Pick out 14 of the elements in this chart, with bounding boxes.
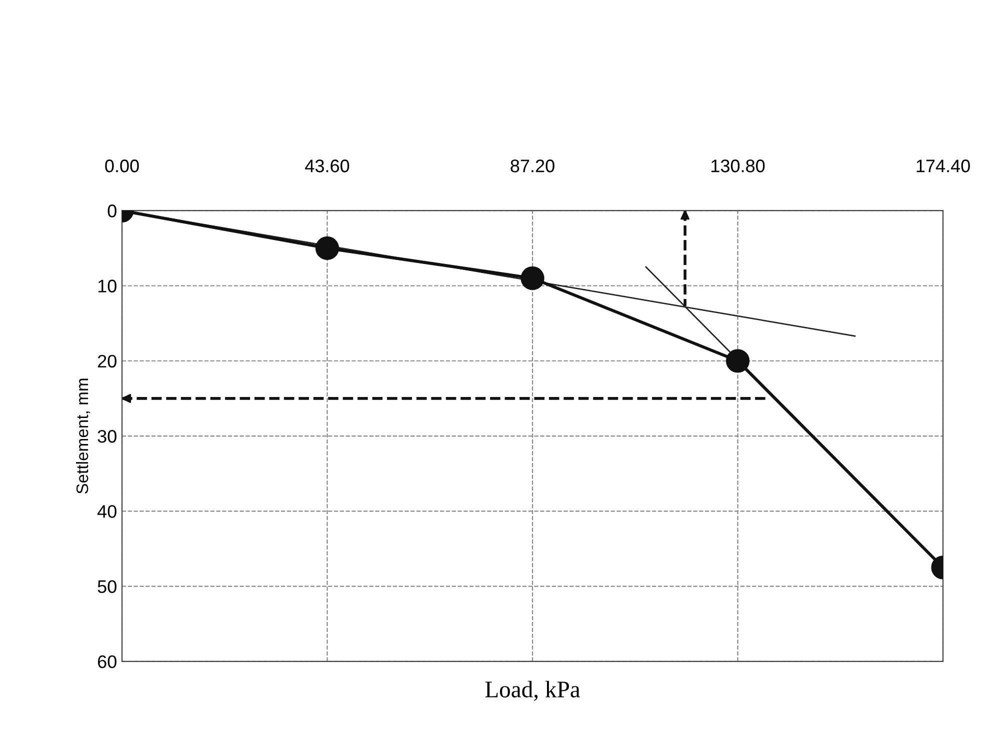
y-tick-label: 30 xyxy=(98,430,116,443)
x-axis-title: Load, kPa xyxy=(485,680,580,701)
x-tick-label: 130.80 xyxy=(712,160,765,172)
x-tick-label: 43.60 xyxy=(305,160,350,172)
y-tick-label: 40 xyxy=(97,505,116,518)
y-tick-label: 10 xyxy=(98,280,116,292)
x-tick-label: 174.40 xyxy=(916,160,970,172)
x-tick-label: 0.00 xyxy=(105,160,139,172)
y-tick-label: 0 xyxy=(108,204,116,218)
y-tick-label: 50 xyxy=(98,580,116,593)
y-axis-title: Settlement, mm xyxy=(76,378,90,494)
x-tick-label: 87.20 xyxy=(510,160,554,172)
y-tick-label: 60 xyxy=(98,655,116,668)
y-tick-label: 20 xyxy=(98,354,116,368)
